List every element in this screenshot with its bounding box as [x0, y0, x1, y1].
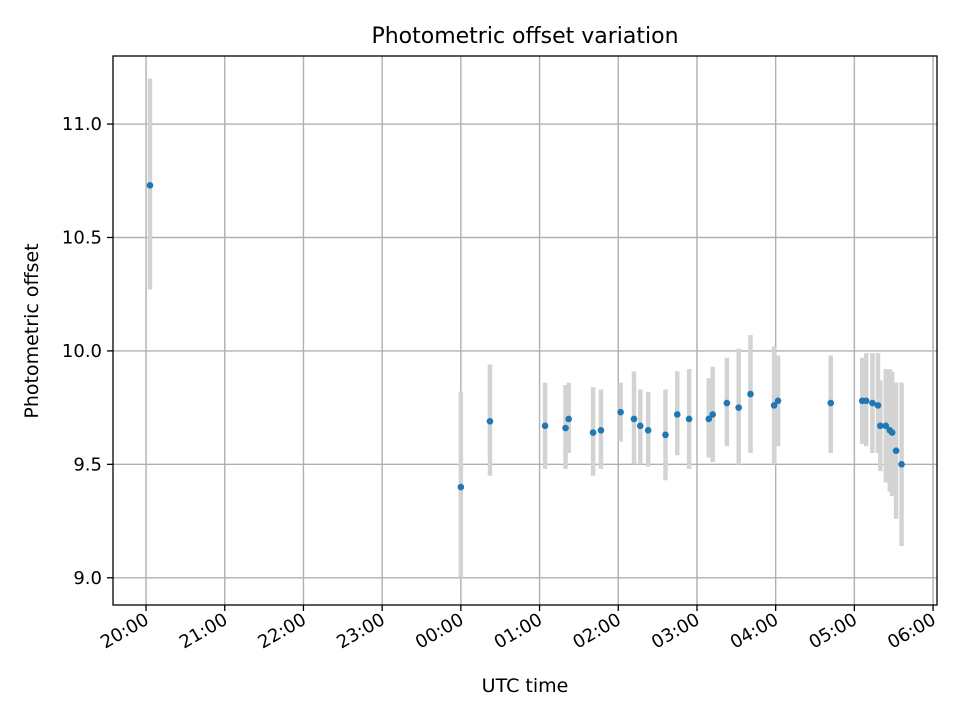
data-point	[673, 411, 681, 418]
data-point	[589, 429, 597, 436]
data-point	[874, 402, 882, 409]
errorbar-layer	[147, 78, 904, 578]
x-tick-label: 02:00	[569, 609, 624, 653]
y-tick-label: 9.5	[73, 454, 102, 475]
data-point	[723, 399, 731, 407]
data-point	[862, 397, 870, 405]
data-point	[636, 422, 644, 430]
point-layer	[146, 182, 905, 491]
y-tick-label: 10.0	[62, 341, 102, 362]
x-tick-label: 00:00	[412, 609, 467, 653]
data-point	[541, 422, 549, 430]
data-point	[898, 461, 905, 468]
data-point	[709, 411, 717, 418]
plot-frame	[112, 55, 938, 606]
x-tick-label: 03:00	[648, 609, 703, 653]
data-point	[630, 415, 638, 423]
data-point	[882, 422, 890, 430]
x-tick-label: 04:00	[727, 609, 782, 653]
x-tick-label: 01:00	[491, 609, 546, 653]
data-point	[705, 415, 713, 423]
y-axis-label: Photometric offset	[21, 243, 43, 418]
y-tick-label: 9.0	[73, 568, 102, 589]
data-point	[774, 397, 782, 405]
data-point	[597, 427, 605, 434]
data-point	[735, 404, 742, 411]
data-point	[565, 415, 572, 423]
y-tick-label: 10.5	[62, 227, 102, 248]
data-point	[662, 431, 669, 439]
x-tick-label: 20:00	[97, 609, 152, 653]
data-point	[747, 390, 754, 398]
data-point	[457, 483, 465, 491]
data-point	[892, 447, 900, 455]
data-point	[685, 415, 693, 423]
tick-layer: 20:00 21:00 22:00 23:00 00:00 01:00 02:00 03:00…	[62, 114, 940, 653]
x-tick-label: 05:00	[805, 609, 860, 653]
y-tick-label: 11.0	[62, 114, 102, 135]
data-point	[888, 429, 896, 436]
grid-layer	[113, 56, 937, 605]
data-point	[146, 182, 154, 189]
data-point	[877, 422, 884, 430]
x-tick-label: 21:00	[176, 609, 231, 653]
data-point	[827, 399, 835, 407]
x-axis-label: UTC time	[482, 675, 569, 697]
x-tick-label: 22:00	[255, 609, 310, 653]
data-point	[617, 408, 624, 416]
x-tick-label: 06:00	[884, 609, 939, 653]
chart-title: Photometric offset variation	[371, 24, 678, 49]
data-point	[770, 402, 778, 409]
data-point	[869, 399, 876, 407]
data-point	[486, 417, 494, 425]
x-tick-label: 23:00	[333, 609, 388, 653]
data-point	[562, 424, 569, 432]
data-point	[644, 427, 652, 434]
